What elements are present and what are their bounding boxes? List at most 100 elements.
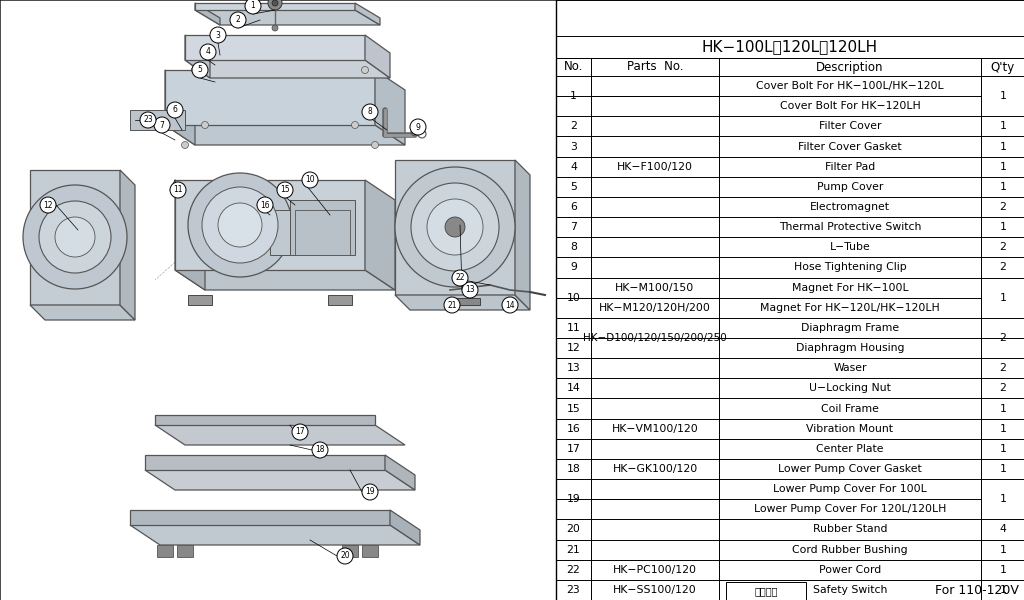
Text: 1: 1 (999, 585, 1007, 595)
Circle shape (452, 270, 468, 286)
Polygon shape (120, 170, 135, 320)
Text: Filter Pad: Filter Pad (825, 161, 876, 172)
Polygon shape (188, 295, 212, 305)
Text: 13: 13 (566, 363, 581, 373)
Text: L−Tube: L−Tube (829, 242, 870, 253)
Text: 18: 18 (315, 445, 325, 455)
Circle shape (337, 548, 353, 564)
Circle shape (411, 183, 499, 271)
Text: 21: 21 (447, 301, 457, 310)
Polygon shape (155, 425, 406, 445)
Text: 11: 11 (173, 185, 182, 194)
Text: 1: 1 (999, 293, 1007, 302)
Text: 8: 8 (570, 242, 577, 253)
Circle shape (292, 424, 308, 440)
Text: 1: 1 (999, 142, 1007, 152)
Circle shape (39, 201, 111, 273)
Text: Diaphragm Housing: Diaphragm Housing (796, 343, 904, 353)
Polygon shape (375, 70, 406, 145)
Polygon shape (185, 35, 210, 78)
Text: 11: 11 (566, 323, 581, 333)
Text: 1: 1 (999, 121, 1007, 131)
Circle shape (218, 203, 262, 247)
Text: Cover Bolt For HK−120LH: Cover Bolt For HK−120LH (779, 101, 921, 111)
Polygon shape (30, 305, 135, 320)
Circle shape (245, 0, 261, 14)
Polygon shape (195, 3, 355, 10)
Text: 1: 1 (251, 1, 255, 10)
Text: 1: 1 (999, 91, 1007, 101)
Circle shape (140, 112, 156, 128)
Polygon shape (195, 3, 220, 25)
Text: 3: 3 (216, 31, 220, 40)
Polygon shape (342, 545, 358, 557)
Text: HK−F100/120: HK−F100/120 (617, 161, 693, 172)
Text: 19: 19 (566, 494, 581, 504)
Text: 5: 5 (198, 65, 203, 74)
Text: 21: 21 (566, 545, 581, 554)
Polygon shape (395, 160, 515, 295)
Text: 2: 2 (999, 242, 1007, 253)
Circle shape (395, 167, 515, 287)
Polygon shape (185, 60, 390, 78)
Text: 1: 1 (999, 222, 1007, 232)
Polygon shape (175, 270, 395, 290)
Polygon shape (455, 298, 480, 305)
Text: 9: 9 (416, 122, 421, 131)
Text: For 110-120V: For 110-120V (935, 584, 1019, 598)
Circle shape (188, 173, 292, 277)
Text: HK−D100/120/150/200/250: HK−D100/120/150/200/250 (583, 333, 727, 343)
Bar (592, 337, 719, 338)
Polygon shape (155, 415, 375, 425)
Text: 16: 16 (260, 200, 269, 209)
Text: 1: 1 (999, 424, 1007, 434)
Circle shape (257, 197, 273, 213)
Circle shape (154, 117, 170, 133)
Text: Center Plate: Center Plate (816, 444, 884, 454)
Bar (981, 337, 1024, 338)
Text: 23: 23 (143, 115, 153, 124)
Circle shape (351, 121, 358, 128)
Text: Lower Pump Cover For 120L/120LH: Lower Pump Cover For 120L/120LH (754, 505, 946, 514)
Text: 5: 5 (570, 182, 577, 192)
Text: HK−SS100/120: HK−SS100/120 (613, 585, 697, 595)
Text: 23: 23 (566, 585, 581, 595)
Text: 2: 2 (236, 16, 241, 25)
Text: 3: 3 (570, 142, 577, 152)
Text: 9: 9 (570, 262, 577, 272)
Text: 19: 19 (366, 487, 375, 497)
Text: 6: 6 (173, 106, 177, 115)
Circle shape (202, 121, 209, 128)
Text: 20: 20 (566, 524, 581, 535)
Text: Diaphragm Frame: Diaphragm Frame (801, 323, 899, 333)
Circle shape (362, 484, 378, 500)
Text: Pump Cover: Pump Cover (817, 182, 883, 192)
Polygon shape (177, 545, 193, 557)
Text: 18: 18 (566, 464, 581, 474)
Text: 4: 4 (570, 161, 577, 172)
Text: 20: 20 (340, 551, 350, 560)
Polygon shape (515, 160, 530, 310)
Text: 2: 2 (999, 383, 1007, 394)
Text: 2: 2 (999, 202, 1007, 212)
Text: HK−M100/150: HK−M100/150 (615, 283, 694, 293)
Text: Coil Frame: Coil Frame (821, 404, 879, 413)
Text: 加工件注: 加工件注 (755, 586, 778, 596)
Polygon shape (165, 70, 195, 145)
Text: Filter Cover: Filter Cover (819, 121, 882, 131)
Polygon shape (270, 210, 290, 255)
Text: 1: 1 (999, 444, 1007, 454)
Circle shape (170, 182, 186, 198)
Polygon shape (165, 70, 375, 125)
Polygon shape (145, 470, 415, 490)
Bar (556, 337, 591, 338)
Text: 1: 1 (999, 464, 1007, 474)
Text: Rubber Stand: Rubber Stand (813, 524, 887, 535)
Text: Safety Switch: Safety Switch (813, 585, 887, 595)
Polygon shape (195, 10, 380, 25)
Text: Description: Description (816, 61, 884, 73)
Text: 14: 14 (505, 301, 515, 310)
Polygon shape (365, 35, 390, 78)
Polygon shape (130, 525, 420, 545)
Text: 2: 2 (570, 121, 577, 131)
